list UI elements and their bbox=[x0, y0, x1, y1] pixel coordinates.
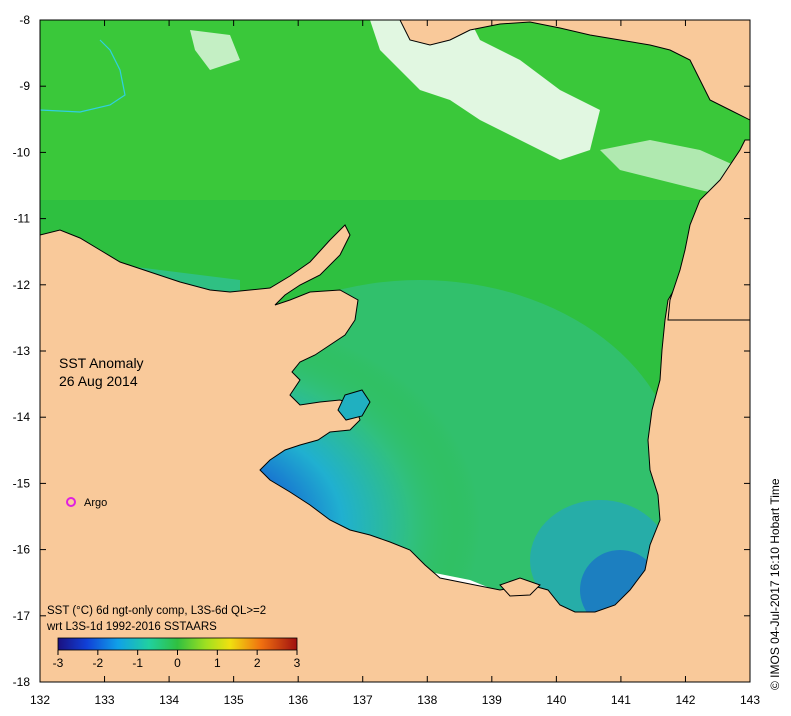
argo-marker bbox=[66, 497, 76, 507]
legend-line1: SST (°C) 6d ngt-only comp, L3S-6d QL>=2 bbox=[47, 605, 266, 617]
x-tick-label: 134 bbox=[159, 693, 179, 707]
colorbar bbox=[57, 637, 298, 651]
axis-ticks: 132 133 134 135 136 137 138 139 140 141 142 143-8-9… bbox=[13, 13, 761, 707]
y-tick-label: -8 bbox=[19, 13, 30, 27]
argo-label: Argo bbox=[84, 497, 107, 509]
y-tick-label: -16 bbox=[13, 543, 31, 557]
colorbar-tick-label: 1 bbox=[214, 656, 221, 670]
land-new-guinea bbox=[399, 20, 750, 121]
land-australia bbox=[40, 199, 750, 682]
x-tick-label: 136 bbox=[288, 693, 308, 707]
colorbar-tick-label: -1 bbox=[132, 656, 143, 670]
x-tick-label: 141 bbox=[611, 693, 631, 707]
colorbar-ticks: -3 -2 -1 0 1 2 3 bbox=[53, 650, 301, 670]
map-title-line1: SST Anomaly bbox=[59, 355, 144, 371]
y-tick-label: -17 bbox=[13, 609, 31, 623]
y-tick-label: -18 bbox=[13, 675, 31, 689]
x-tick-label: 135 bbox=[224, 693, 244, 707]
x-tick-label: 139 bbox=[482, 693, 502, 707]
x-tick-label: 138 bbox=[417, 693, 437, 707]
y-tick-label: -15 bbox=[13, 476, 31, 490]
x-tick-label: 137 bbox=[353, 693, 373, 707]
x-tick-label: 132 bbox=[30, 693, 50, 707]
y-tick-label: -11 bbox=[14, 212, 31, 226]
y-tick-label: -12 bbox=[13, 278, 31, 292]
x-tick-label: 133 bbox=[95, 693, 115, 707]
colorbar-tick-label: 0 bbox=[174, 656, 181, 670]
credit-text: © IMOS 04-Jul-2017 16:10 Hobart Time bbox=[768, 478, 782, 690]
x-tick-label: 143 bbox=[740, 693, 760, 707]
y-tick-label: -10 bbox=[13, 145, 31, 159]
colorbar-tick-label: 3 bbox=[294, 656, 301, 670]
colorbar-tick-label: -2 bbox=[92, 656, 103, 670]
y-tick-label: -9 bbox=[19, 79, 30, 93]
x-tick-label: 140 bbox=[546, 693, 566, 707]
colorbar-tick-label: 2 bbox=[254, 656, 261, 670]
legend-line2: wrt L3S-1d 1992-2016 SSTAARS bbox=[46, 621, 217, 633]
y-tick-label: -14 bbox=[13, 410, 31, 424]
map-title-line2: 26 Aug 2014 bbox=[59, 373, 138, 389]
colorbar-tick-label: -3 bbox=[53, 656, 64, 670]
y-tick-label: -13 bbox=[13, 344, 31, 358]
x-tick-label: 142 bbox=[675, 693, 695, 707]
